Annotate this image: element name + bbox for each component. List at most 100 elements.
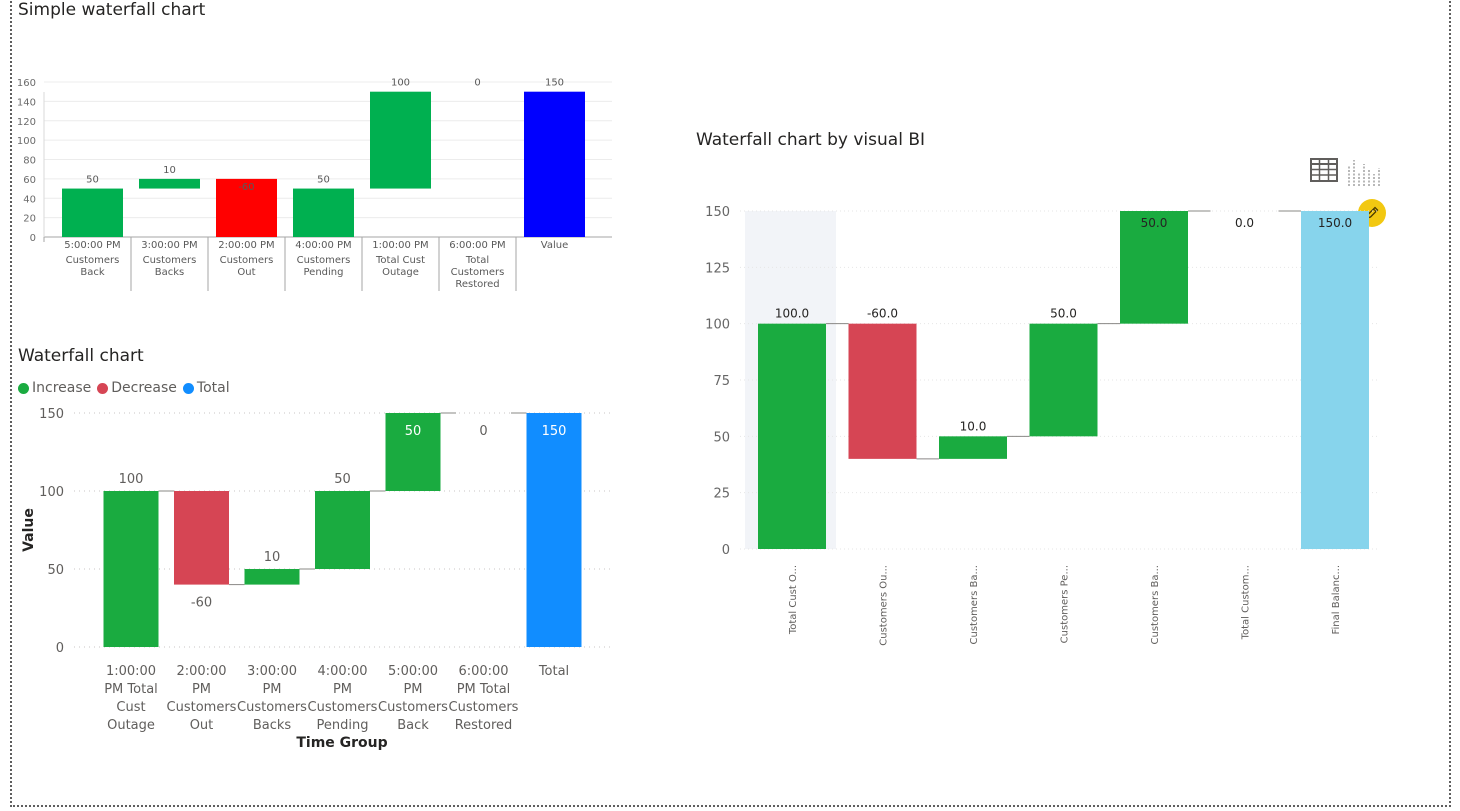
vbi-data-label: 50.0	[1050, 307, 1077, 321]
pbi-y-tick-label: 150	[39, 407, 64, 422]
simple-x-tick-label: Customers	[143, 255, 197, 266]
pbi-data-label: 0	[479, 424, 487, 439]
pbi-data-label: -60	[191, 596, 212, 611]
simple-y-tick-label: 40	[23, 194, 36, 205]
pbi-x-tick-label: Customers	[167, 700, 237, 715]
pbi-x-tick-label: PM	[262, 682, 281, 697]
vbi-x-tick-label: Total Custom...	[1241, 565, 1252, 640]
simple-bar	[216, 178, 277, 237]
pbi-x-tick-label: 3:00:00	[247, 664, 297, 679]
simple-bar	[524, 91, 585, 237]
simple-x-tick-time: 2:00:00 PM	[218, 240, 274, 251]
simple-x-tick-label: Back	[80, 267, 104, 278]
vbi-waterfall-visual[interactable]: Waterfall chart by visual BI 0 25 50 75 100 1…	[690, 125, 1410, 655]
simple-y-tick-label: 140	[17, 97, 36, 108]
pbi-bar	[174, 491, 229, 585]
pbi-x-tick-label: Backs	[253, 718, 292, 733]
simple-bar	[293, 188, 354, 237]
pbi-x-tick-label: Pending	[317, 718, 369, 733]
legend-dot-increase	[18, 382, 29, 394]
pbi-x-tick-label: Outage	[107, 718, 155, 733]
pbi-x-tick-label: Restored	[455, 718, 513, 733]
vbi-bar	[1120, 211, 1188, 324]
simple-bar	[139, 178, 200, 189]
vbi-y-tick-label: 25	[713, 487, 730, 502]
simple-y-tick-label: 100	[17, 136, 36, 147]
legend-item-decrease[interactable]: Decrease	[97, 380, 177, 396]
simple-data-label: -60	[238, 182, 254, 193]
pbi-x-tick-label: PM Total	[104, 682, 158, 697]
vbi-data-label: 0.0	[1235, 216, 1254, 230]
simple-x-tick-label: Total Cust	[375, 255, 425, 266]
simple-y-tick-label: 0	[30, 233, 36, 244]
vbi-data-label: 150.0	[1318, 216, 1352, 230]
simple-data-label: 50	[317, 175, 330, 186]
legend-label-decrease: Decrease	[111, 380, 177, 396]
legend-label-increase: Increase	[32, 380, 92, 396]
pbi-legend: Increase Decrease Total	[18, 380, 236, 396]
vbi-x-tick-label: Total Cust O...	[788, 565, 799, 635]
vbi-data-label: -60.0	[867, 307, 898, 321]
vbi-y-tick-label: 50	[713, 430, 730, 445]
pbi-data-label: 10	[264, 550, 281, 565]
vbi-x-tick-label: Final Balanc...	[1331, 565, 1342, 635]
vbi-x-tick-label: Customers Ba...	[969, 565, 980, 645]
pbi-x-tick-label: PM	[192, 682, 211, 697]
vbi-x-tick-label: Customers Pe...	[1060, 565, 1071, 643]
vbi-y-tick-label: 0	[722, 543, 730, 558]
simple-waterfall-visual[interactable]: Simple waterfall chart 0 20 40 60 80 100 120 14…	[14, 0, 614, 300]
vbi-data-label: 100.0	[775, 307, 809, 321]
pbi-y-tick-label: 100	[39, 485, 64, 500]
report-canvas-border	[10, 0, 1451, 807]
legend-dot-decrease	[97, 382, 109, 394]
simple-x-tick-label: Customers	[220, 255, 274, 266]
pbi-x-tick-label: PM	[403, 682, 422, 697]
pbi-x-tick-label: 6:00:00	[458, 664, 508, 679]
simple-waterfall-title: Simple waterfall chart	[18, 0, 206, 20]
simple-x-tick-time: 6:00:00 PM	[449, 240, 505, 251]
simple-x-tick-label: Out	[237, 267, 255, 278]
chart-icon[interactable]	[1346, 156, 1380, 186]
vbi-bar	[1029, 323, 1098, 437]
pbi-x-tick-label: 2:00:00	[176, 664, 226, 679]
pbi-x-tick-label: Customers	[308, 700, 378, 715]
vbi-data-label: 50.0	[1141, 216, 1168, 230]
pbi-y-axis-title: Value	[21, 508, 37, 552]
vbi-x-tick-label: Customers Ou...	[879, 565, 890, 646]
pbi-waterfall-visual[interactable]: Waterfall chart Increase Decrease Total …	[14, 340, 624, 760]
vbi-data-label: 10.0	[960, 419, 987, 433]
pbi-x-tick-label: Cust	[116, 700, 145, 715]
pbi-bar	[244, 569, 300, 585]
legend-label-total: Total	[196, 380, 230, 396]
vbi-bar	[1301, 211, 1369, 549]
pbi-data-label: 50	[334, 472, 351, 487]
pbi-x-tick-label: Customers	[378, 700, 448, 715]
pbi-x-axis-title: Time Group	[296, 735, 387, 751]
simple-bar	[370, 91, 431, 189]
pbi-bar	[526, 413, 582, 647]
simple-data-label: 100	[391, 78, 410, 89]
legend-item-total[interactable]: Total	[182, 380, 230, 396]
simple-x-tick-label: Outage	[382, 267, 419, 278]
simple-x-tick-label: Customers	[66, 255, 120, 266]
pbi-x-tick-label: PM Total	[457, 682, 511, 697]
simple-data-label: 0	[474, 78, 480, 89]
simple-x-tick-time: Value	[541, 240, 568, 251]
simple-y-tick-label: 20	[23, 214, 36, 225]
pbi-x-tick-label: Back	[397, 718, 429, 733]
legend-dot-total	[182, 382, 194, 394]
simple-x-tick-time: 3:00:00 PM	[141, 240, 197, 251]
simple-data-label: 10	[163, 165, 176, 176]
simple-y-tick-label: 60	[23, 175, 36, 186]
vbi-y-tick-label: 100	[705, 318, 730, 333]
legend-item-increase[interactable]: Increase	[18, 380, 91, 396]
table-icon[interactable]	[1310, 158, 1338, 182]
simple-x-tick-label: Backs	[155, 267, 185, 278]
pbi-bar	[315, 491, 370, 569]
pbi-data-label: 150	[542, 424, 567, 439]
simple-bar	[62, 188, 123, 237]
pbi-data-label: 100	[119, 472, 144, 487]
simple-data-label: 50	[86, 175, 99, 186]
